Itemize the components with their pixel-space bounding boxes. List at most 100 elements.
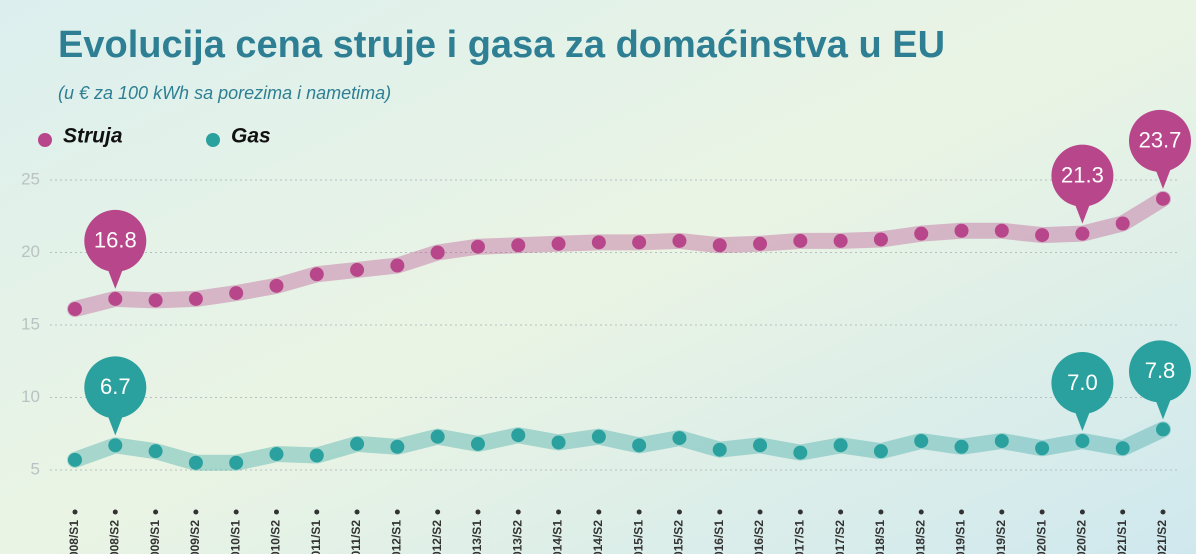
data-point: [148, 444, 163, 459]
data-point: [954, 439, 969, 454]
x-tick-label: 2008/S1: [67, 520, 81, 554]
chart-subtitle: (u € za 100 kWh sa porezima i nametima): [58, 83, 391, 103]
legend-marker: [38, 133, 52, 147]
y-tick-label: 5: [31, 459, 40, 478]
data-point: [672, 233, 687, 248]
data-point: [591, 235, 606, 250]
data-point: [390, 258, 405, 273]
x-tick-dot: [394, 509, 400, 515]
data-label: 7.0: [1067, 370, 1098, 395]
data-point: [68, 452, 82, 467]
x-tick-label: 2017/S1: [793, 520, 807, 554]
data-point: [1115, 441, 1130, 456]
data-point: [1075, 226, 1090, 241]
data-point: [833, 233, 848, 248]
data-point: [873, 232, 888, 247]
data-point: [793, 445, 808, 460]
chart-title: Evolucija cena struje i gasa za domaćins…: [58, 24, 945, 66]
x-tick-label: 2011/S1: [309, 520, 323, 554]
x-tick-dot: [757, 509, 763, 515]
data-point: [430, 245, 445, 260]
x-tick-label: 2013/S1: [470, 520, 484, 554]
data-point: [188, 291, 203, 306]
data-point: [350, 262, 365, 277]
x-tick-dot: [72, 509, 78, 515]
data-point: [68, 302, 82, 317]
data-point: [309, 267, 324, 282]
x-tick-label: 2016/S1: [712, 520, 726, 554]
data-point: [753, 438, 768, 453]
x-tick-dot: [596, 509, 602, 515]
y-tick-label: 20: [21, 242, 40, 261]
x-tick-label: 2013/S2: [510, 520, 524, 554]
data-point: [1035, 228, 1050, 243]
data-point: [148, 293, 163, 308]
x-tick-label: 2010/S1: [228, 520, 242, 554]
callout: [1129, 340, 1191, 403]
legend-label: Struja: [63, 125, 123, 148]
x-tick-dot: [314, 509, 320, 515]
x-tick-label: 2009/S1: [148, 520, 162, 554]
data-point: [994, 434, 1009, 448]
data-point: [108, 291, 123, 306]
x-tick-dot: [354, 509, 360, 515]
data-point: [269, 447, 284, 462]
x-tick-dot: [233, 509, 239, 515]
x-tick-label: 2019/S2: [994, 520, 1008, 554]
x-tick-dot: [959, 509, 965, 515]
data-point: [712, 442, 727, 457]
data-point: [873, 444, 888, 459]
data-label: 21.3: [1061, 162, 1104, 187]
x-tick-dot: [878, 509, 884, 515]
x-tick-dot: [556, 509, 562, 515]
callout: [84, 356, 147, 419]
data-point: [511, 238, 526, 253]
callout: [84, 209, 147, 272]
y-tick-label: 25: [21, 169, 40, 188]
x-tick-dot: [1039, 509, 1045, 515]
x-tick-label: 2019/S1: [954, 520, 968, 554]
data-point: [1156, 191, 1170, 206]
x-tick-dot: [1079, 509, 1085, 515]
data-label: 7.8: [1145, 358, 1176, 383]
data-point: [269, 278, 284, 293]
x-tick-dot: [515, 509, 521, 515]
callout: [1051, 352, 1114, 414]
data-point: [833, 438, 848, 453]
series-line: [67, 190, 1171, 318]
x-tick-label: 2009/S2: [188, 520, 202, 554]
data-point: [511, 428, 526, 443]
x-tick-dot: [112, 509, 118, 515]
x-tick-label: 2012/S2: [430, 520, 444, 554]
data-point: [1115, 216, 1130, 231]
data-label: 16.8: [94, 228, 137, 253]
x-tick-label: 2015/S1: [631, 520, 645, 554]
data-point: [793, 233, 808, 248]
x-tick-dot: [153, 509, 159, 515]
data-label: 6.7: [100, 374, 131, 399]
x-tick-dot: [717, 509, 723, 515]
x-tick-dot: [273, 509, 279, 515]
x-tick-label: 2008/S2: [107, 520, 121, 554]
x-tick-dot: [999, 509, 1005, 515]
x-tick-dot: [435, 509, 441, 515]
x-tick-label: 2020/S1: [1034, 520, 1048, 554]
data-point: [188, 455, 203, 470]
data-point: [551, 236, 566, 251]
data-point: [632, 235, 647, 250]
x-tick-dot: [918, 509, 924, 515]
x-tick-label: 2020/S2: [1075, 520, 1089, 554]
data-point: [430, 429, 445, 444]
data-point: [309, 448, 324, 463]
data-point: [712, 238, 727, 253]
x-tick-label: 2014/S2: [591, 520, 605, 554]
x-tick-label: 2012/S1: [390, 520, 404, 554]
data-point: [672, 431, 687, 446]
data-point: [1156, 422, 1170, 437]
y-tick-label: 15: [21, 314, 40, 333]
data-point: [753, 236, 768, 251]
data-point: [470, 436, 485, 451]
x-tick-label: 2018/S2: [913, 520, 927, 554]
x-tick-label: 2011/S2: [349, 520, 363, 554]
